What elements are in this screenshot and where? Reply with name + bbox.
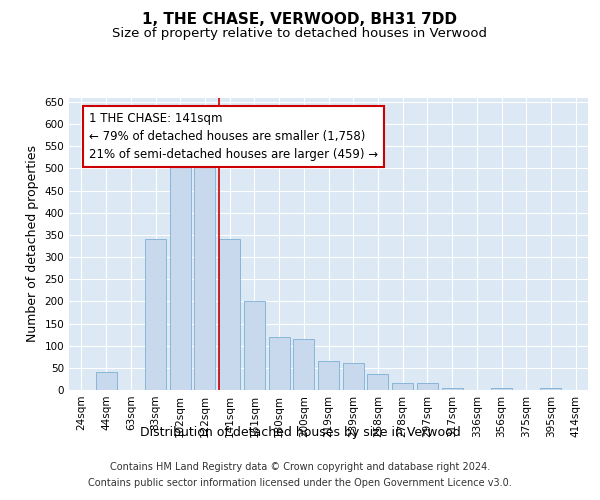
Text: Contains public sector information licensed under the Open Government Licence v3: Contains public sector information licen… (88, 478, 512, 488)
Bar (170, 164, 191, 390)
Y-axis label: Number of detached properties: Number of detached properties (26, 145, 39, 342)
Text: 1 THE CHASE: 141sqm
← 79% of detached houses are smaller (1,758)
21% of semi-det: 1 THE CHASE: 141sqm ← 79% of detached ho… (89, 112, 378, 160)
Bar (491, 388, 512, 390)
Bar (145, 240, 166, 390)
Bar (541, 388, 562, 390)
Bar (219, 240, 240, 390)
Bar (417, 384, 438, 390)
Text: Contains HM Land Registry data © Crown copyright and database right 2024.: Contains HM Land Registry data © Crown c… (110, 462, 490, 472)
Bar (244, 302, 265, 390)
Bar (367, 374, 388, 390)
Bar (293, 339, 314, 390)
Bar (318, 361, 339, 390)
Bar (269, 337, 290, 390)
Text: 1, THE CHASE, VERWOOD, BH31 7DD: 1, THE CHASE, VERWOOD, BH31 7DD (143, 12, 458, 28)
Bar (194, 158, 215, 390)
Bar (95, 372, 116, 390)
Text: Distribution of detached houses by size in Verwood: Distribution of detached houses by size … (140, 426, 460, 439)
Text: Size of property relative to detached houses in Verwood: Size of property relative to detached ho… (113, 28, 487, 40)
Bar (343, 364, 364, 390)
Bar (392, 384, 413, 390)
Bar (442, 388, 463, 390)
